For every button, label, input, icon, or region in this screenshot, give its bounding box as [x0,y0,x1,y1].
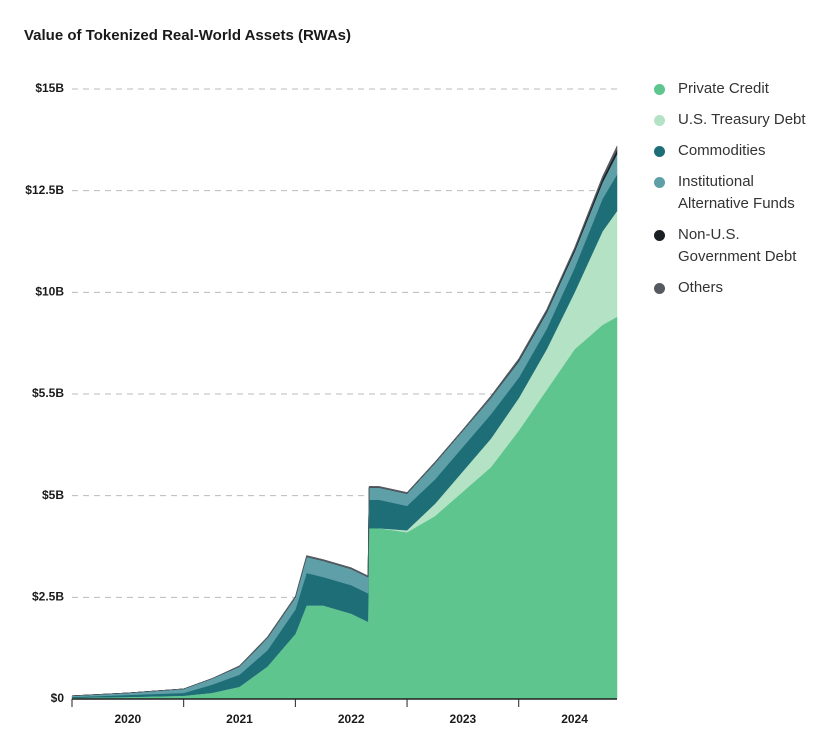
legend-label: U.S. Treasury Debt [678,111,806,128]
legend-label: Institutional Alternative Funds [678,173,795,212]
legend-swatch [654,115,665,126]
legend-item: Commodities [654,140,814,162]
x-tick-label: 2023 [450,712,477,726]
y-tick-label: $2.5B [32,590,64,604]
y-tick-label: $0 [51,691,65,705]
x-tick-label: 2020 [114,712,141,726]
legend: Private Credit U.S. Treasury Debt Commodit… [654,78,814,308]
x-tick-label: 2022 [338,712,365,726]
legend-label: Non-U.S. Government Debt [678,226,797,265]
chart-title: Value of Tokenized Real-World Assets (RW… [24,27,351,44]
legend-swatch [654,177,665,188]
legend-swatch [654,146,665,157]
legend-item: Non-U.S. Government Debt [654,224,814,268]
legend-item: Private Credit [654,78,814,100]
legend-item: Institutional Alternative Funds [654,171,814,215]
legend-label: Private Credit [678,80,769,97]
y-tick-label: $5.5B [32,386,64,400]
area [71,145,618,696]
legend-label: Commodities [678,142,766,159]
x-tick-label: 2021 [226,712,253,726]
y-tick-label: $15B [35,81,64,95]
legend-item: U.S. Treasury Debt [654,109,814,131]
legend-item: Others [654,277,814,299]
legend-swatch [654,84,665,95]
x-tick-label: 2024 [561,712,588,726]
legend-label: Others [678,279,724,296]
y-tick-label: $12.5B [25,183,64,197]
legend-swatch [654,230,665,241]
y-tick-label: $10B [35,285,64,299]
y-tick-label: $5B [42,488,64,502]
legend-swatch [654,283,665,294]
